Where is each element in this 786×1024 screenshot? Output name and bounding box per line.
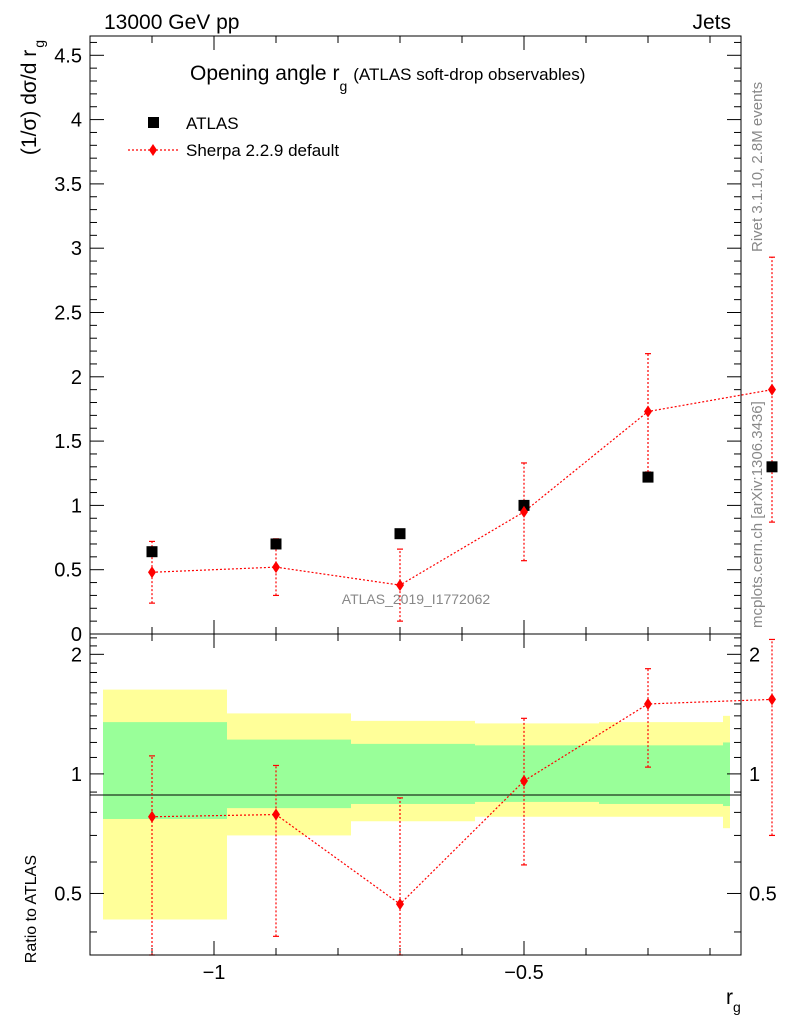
main-y-axis-label: (1/σ) dσ/d rg — [18, 40, 47, 155]
sherpa-point — [396, 579, 404, 592]
ratio-inner-band — [475, 745, 599, 802]
rivet-side-label: Rivet 3.1.10, 2.8M events — [749, 82, 766, 252]
main-y-tick-label: 0 — [71, 624, 82, 646]
legend-sherpa-label: Sherpa 2.2.9 default — [186, 141, 339, 160]
ratio-inner-band — [599, 745, 723, 804]
main-y-tick-label: 1.5 — [54, 431, 82, 453]
ratio-y-tick-label-right: 2 — [749, 644, 760, 666]
main-y-tick-label: 4 — [71, 110, 82, 132]
ratio-tick-layer: 0.5 0.5 1 1 2 2 −1 −0.5 — [54, 634, 777, 984]
energy-label: 13000 GeV pp — [104, 11, 239, 34]
main-y-tick-label: 3 — [71, 238, 82, 260]
process-label: Jets — [692, 11, 731, 34]
atlas-point — [518, 499, 530, 511]
ratio-inner-band — [227, 739, 351, 809]
ratio-sherpa-point — [272, 808, 280, 821]
sherpa-point — [272, 561, 280, 574]
ratio-plot-frame — [89, 633, 742, 956]
atlas-point — [394, 528, 406, 540]
ratio-inner-band — [723, 742, 730, 807]
analysis-watermark: ATLAS_2019_I1772062 — [342, 591, 491, 607]
ratio-y-tick-label-right: 1 — [749, 764, 760, 786]
main-panel: Opening angle rg(ATLAS soft-drop observa… — [18, 35, 778, 646]
mcplots-side-label: mcplots.cern.ch [arXiv:1306.3436] — [749, 401, 766, 628]
ratio-y-tick-label: 0.5 — [54, 883, 82, 905]
ratio-sherpa-point — [520, 774, 528, 787]
ratio-panel: 0.5 0.5 1 1 2 2 −1 −0.5 Ratio to ATLAS rg — [23, 633, 777, 1015]
main-y-tick-label: 0.5 — [54, 560, 82, 582]
ratio-sherpa-line — [151, 698, 773, 905]
atlas-point — [270, 538, 282, 550]
legend-atlas-label: ATLAS — [186, 114, 239, 133]
sherpa-point — [520, 505, 528, 518]
sherpa-line — [151, 389, 773, 586]
sherpa-point — [148, 566, 156, 579]
ratio-y-axis-label: Ratio to ATLAS — [23, 855, 40, 963]
legend-atlas-marker — [148, 117, 159, 128]
ratio-sherpa-point — [644, 697, 652, 710]
ratio-inner-band — [351, 743, 475, 804]
main-tick-layer: 0 0.5 1 1.5 2 2.5 3 3.5 4 4.5 — [54, 36, 741, 646]
ratio-y-tick-label: 1 — [71, 764, 82, 786]
x-tick-label: −1 — [203, 962, 226, 984]
ratio-y-tick-label: 2 — [71, 644, 82, 666]
main-y-tick-label: 2.5 — [54, 302, 82, 324]
ratio-sherpa-point — [768, 693, 776, 706]
ratio-uncertainty-bands — [103, 689, 730, 920]
ratio-series-layer — [148, 638, 776, 956]
ratio-sherpa-point — [148, 810, 156, 823]
ratio-sherpa-point — [396, 898, 404, 911]
ratio-inner-band — [103, 722, 227, 819]
ratio-y-tick-label-right: 0.5 — [749, 883, 777, 905]
main-y-tick-label: 3.5 — [54, 174, 82, 196]
atlas-point — [642, 471, 654, 483]
legend: ATLAS Sherpa 2.2.9 default — [128, 114, 339, 160]
main-series-layer — [146, 256, 778, 622]
x-tick-label: −0.5 — [504, 962, 543, 984]
main-title: Opening angle rg(ATLAS soft-drop observa… — [190, 62, 585, 94]
atlas-point — [146, 546, 158, 558]
atlas-point — [766, 461, 778, 473]
main-y-tick-label: 4.5 — [54, 45, 82, 67]
main-y-tick-label: 2 — [71, 367, 82, 389]
x-axis-label: rg — [726, 986, 741, 1015]
main-y-tick-label: 1 — [71, 495, 82, 517]
sherpa-point — [768, 383, 776, 396]
legend-sherpa-marker — [149, 144, 157, 156]
sherpa-point — [644, 405, 652, 418]
